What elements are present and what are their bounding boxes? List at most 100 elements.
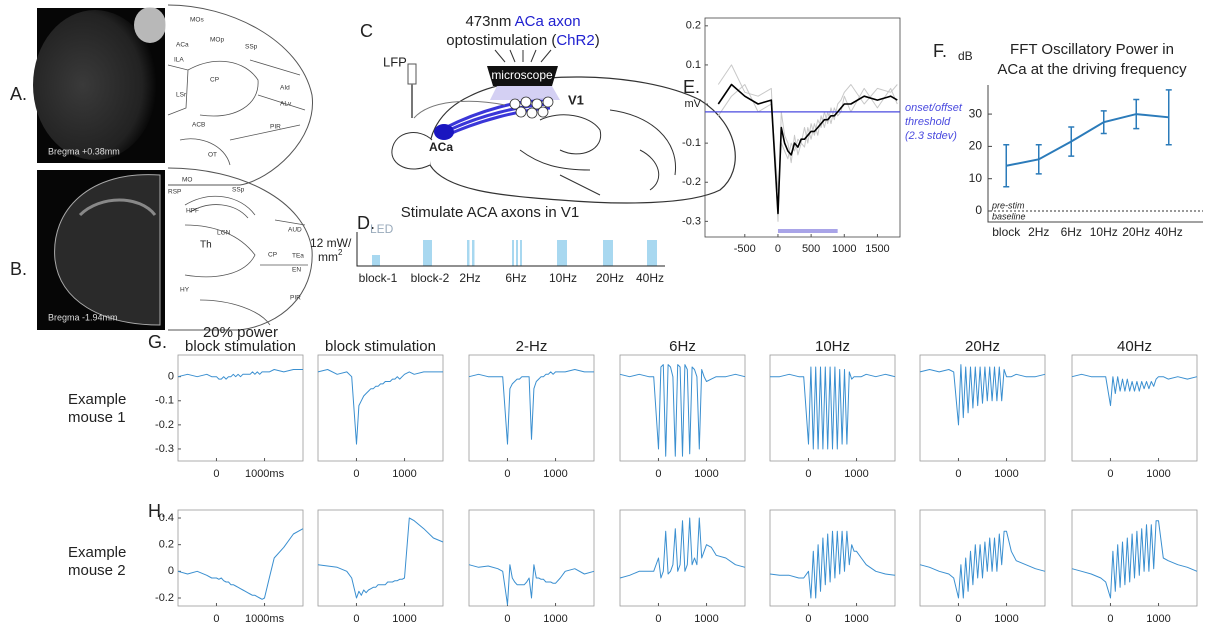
trace bbox=[1071, 373, 1198, 407]
trial-trace bbox=[717, 64, 898, 222]
y-tick-label: -0.2 bbox=[682, 176, 701, 188]
x-tick-label: 0 bbox=[805, 468, 811, 480]
closing: ) bbox=[595, 32, 600, 49]
region-label: ACB bbox=[192, 122, 205, 129]
x-tick-label: 0 bbox=[955, 468, 961, 480]
error-bar bbox=[1133, 98, 1140, 130]
x-tick-label: 1000 bbox=[1146, 613, 1170, 623]
atlas-regions bbox=[167, 59, 306, 166]
axes bbox=[987, 85, 1203, 223]
trace bbox=[769, 530, 896, 599]
plot-frame bbox=[177, 354, 304, 462]
x-tick-label: 0 bbox=[353, 613, 359, 623]
plot-frame bbox=[317, 354, 444, 462]
region-label: LGN bbox=[217, 230, 231, 237]
trace bbox=[1071, 520, 1198, 599]
y-tick-label: 0.2 bbox=[686, 20, 701, 32]
y-tick-label: 0 bbox=[975, 203, 982, 217]
recording-label: LFP bbox=[383, 54, 407, 69]
region-label: PIR bbox=[290, 295, 301, 302]
source-label: ACa bbox=[429, 140, 453, 154]
fluorescence-spot bbox=[134, 7, 166, 43]
panel-label: D. bbox=[357, 213, 375, 233]
led-axis bbox=[356, 232, 665, 267]
stim-category: 2Hz bbox=[459, 271, 480, 285]
area-label: V1 bbox=[568, 92, 584, 107]
region-label: HY bbox=[180, 287, 190, 294]
y-tick-label: mV bbox=[685, 98, 702, 110]
plot-frame bbox=[468, 354, 595, 462]
x-tick-label: 10Hz bbox=[1090, 225, 1118, 239]
y-tick-label: 0 bbox=[168, 565, 174, 577]
chart-title: 20Hz bbox=[965, 338, 1000, 355]
annotation: threshold bbox=[905, 116, 951, 128]
region-label: HPF bbox=[186, 208, 199, 215]
x-tick-label: 1000 bbox=[844, 613, 868, 623]
stim-category: block-2 bbox=[411, 271, 450, 285]
panel-label: G. bbox=[148, 332, 167, 352]
plot-frame bbox=[919, 354, 1046, 462]
stim-category: block-1 bbox=[359, 271, 398, 285]
light-arrows bbox=[494, 49, 552, 63]
panel-label: H. bbox=[148, 501, 166, 521]
plot-frame bbox=[619, 509, 746, 607]
method: optostimulation ( bbox=[446, 32, 556, 49]
region-label: CP bbox=[210, 77, 219, 84]
region-label: OT bbox=[208, 152, 217, 159]
brain-structures bbox=[519, 109, 677, 196]
chart-title: 10Hz bbox=[815, 338, 850, 355]
wavelength: 473nm bbox=[465, 13, 511, 30]
x-tick-label: 1000 bbox=[994, 468, 1018, 480]
x-tick-label: 1000ms bbox=[245, 468, 285, 480]
chart-title: ACa at the driving frequency bbox=[997, 61, 1187, 78]
chart-title: block stimulation bbox=[325, 338, 436, 355]
chart-title: block stimulation bbox=[185, 338, 296, 355]
region-label: MO bbox=[182, 177, 192, 184]
lfp-wire bbox=[413, 100, 506, 119]
x-tick-label: 0 bbox=[1107, 468, 1113, 480]
panel-label: B. bbox=[10, 259, 27, 279]
chart-title: 40Hz bbox=[1117, 338, 1152, 355]
x-tick-label: 1000 bbox=[694, 468, 718, 480]
trace bbox=[468, 369, 594, 445]
region-label: LSr bbox=[176, 92, 187, 99]
trace bbox=[317, 369, 443, 445]
x-tick-label: 1000 bbox=[994, 613, 1018, 623]
trace bbox=[177, 369, 303, 380]
x-tick-label: 1000 bbox=[543, 613, 567, 623]
x-tick-label: 0 bbox=[655, 468, 661, 480]
caption: Bregma -1.94mm bbox=[48, 312, 118, 322]
y-tick-label: -0.1 bbox=[682, 137, 701, 149]
region-label: CP bbox=[268, 252, 277, 259]
trial-trace bbox=[717, 84, 898, 191]
y-tick-label: 20 bbox=[969, 139, 983, 153]
trace bbox=[317, 517, 444, 599]
trace bbox=[919, 530, 1046, 599]
atlas-outline bbox=[167, 4, 313, 186]
plot-frame bbox=[769, 509, 896, 607]
x-tick-label: 1000 bbox=[844, 468, 868, 480]
panel-label: E. bbox=[683, 77, 700, 97]
y-tick-label: 0.1 bbox=[686, 59, 701, 71]
y-tick-label: -0.3 bbox=[155, 443, 174, 455]
y-tick-label: -0.1 bbox=[155, 395, 174, 407]
x-tick-label: 40Hz bbox=[1155, 225, 1183, 239]
x-tick-label: 1500 bbox=[865, 243, 889, 255]
x-tick-label: 1000 bbox=[1146, 468, 1170, 480]
panel-label: C bbox=[360, 21, 373, 41]
plot-frame bbox=[704, 17, 901, 238]
panel-label: A. bbox=[10, 84, 27, 104]
trace bbox=[619, 364, 746, 457]
plot-frame bbox=[919, 509, 1046, 607]
neurons bbox=[509, 96, 554, 119]
target: ACa axon bbox=[515, 13, 581, 30]
x-tick-label: block bbox=[992, 225, 1021, 239]
x-tick-label: 1000 bbox=[392, 613, 416, 623]
region-label: EN bbox=[292, 267, 301, 274]
trace bbox=[468, 564, 595, 606]
x-tick-label: 1000 bbox=[543, 468, 567, 480]
stimulus-bar bbox=[777, 229, 838, 233]
x-tick-label: 0 bbox=[504, 468, 510, 480]
microscope bbox=[487, 66, 558, 86]
unit: mm bbox=[318, 250, 338, 264]
